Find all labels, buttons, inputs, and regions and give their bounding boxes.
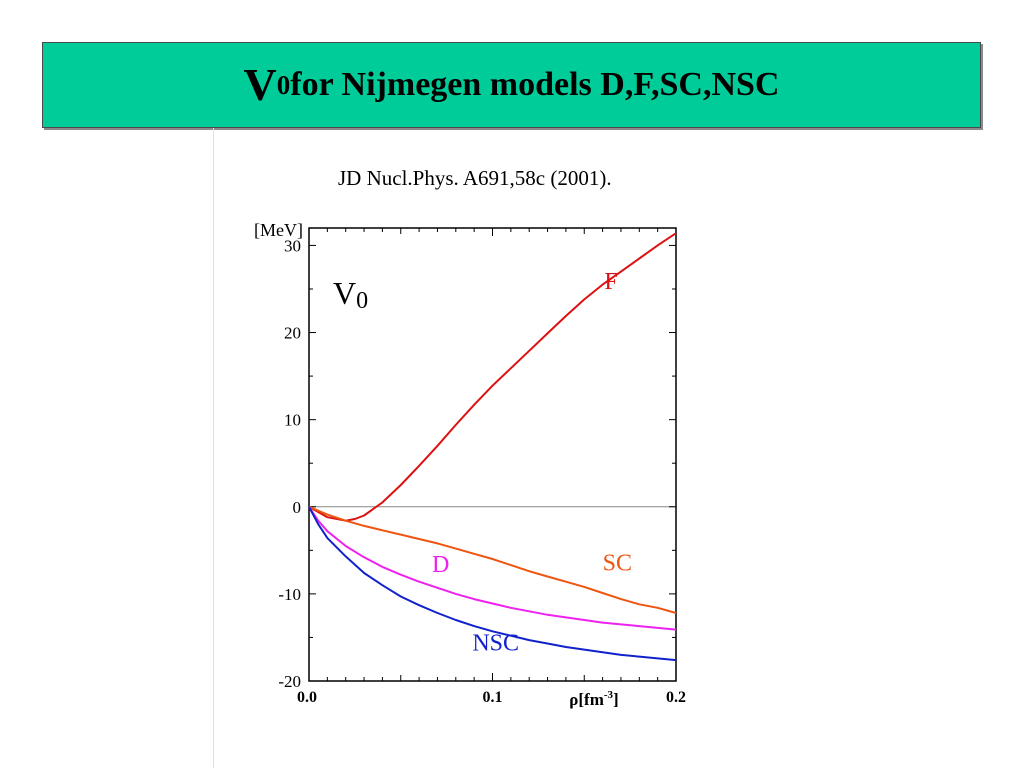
y-tick-label: -20 — [278, 672, 301, 691]
series-label-f: F — [604, 269, 617, 295]
citation-text: JD Nucl.Phys. A691,58c (2001). — [338, 166, 612, 190]
series-label-sc: SC — [603, 550, 632, 576]
x-tick-label: 0.2 — [666, 689, 686, 706]
slide-divider-line — [213, 128, 214, 768]
y-tick-label: 10 — [284, 411, 301, 430]
chart-title: V0 — [333, 275, 368, 314]
series-line-nsc — [308, 506, 677, 662]
y-tick-label: 20 — [284, 324, 301, 343]
series-label-d: D — [432, 552, 449, 578]
x-tick-label: 0.0 — [297, 689, 317, 706]
series-line-f — [308, 232, 677, 522]
series-line-d — [308, 506, 677, 631]
y-tick-label: 30 — [284, 236, 301, 255]
x-tick-label: 0.1 — [483, 689, 503, 706]
y-axis-label: [MeV] — [254, 220, 303, 240]
y-tick-label: 0 — [293, 498, 302, 517]
x-axis-label: ρ[fm-3] — [569, 689, 618, 709]
slide-title-subscript: 0 — [276, 69, 291, 100]
series-label-nsc: NSC — [472, 631, 519, 657]
slide-title-main: V — [243, 59, 277, 110]
series-line-sc — [308, 505, 677, 614]
slide-title-rest: for Nijmegen models D,F,SC,NSC — [290, 66, 780, 103]
y-tick-label: -10 — [278, 585, 301, 604]
